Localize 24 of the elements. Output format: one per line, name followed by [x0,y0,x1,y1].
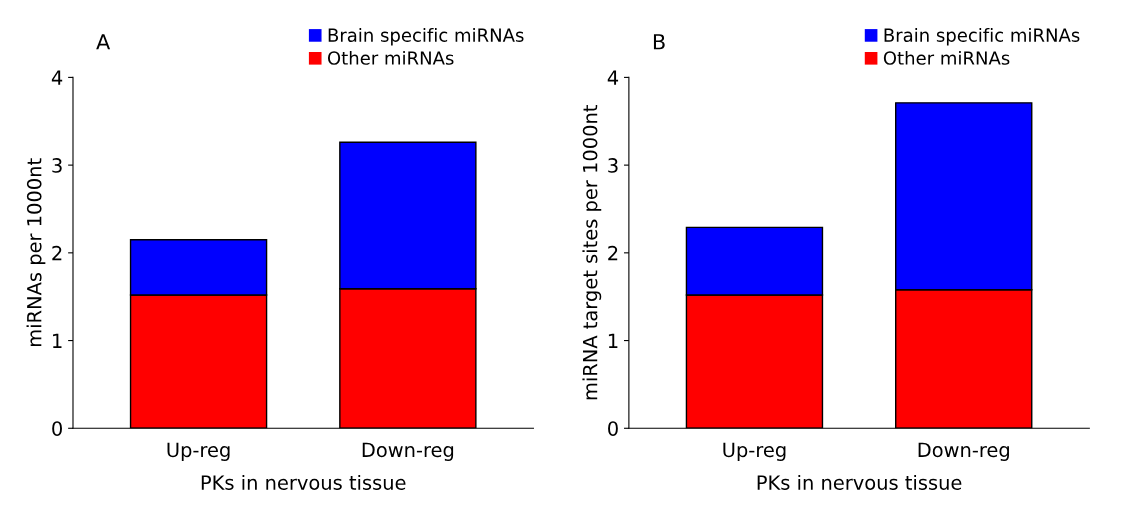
chart-title: A [96,34,111,50]
legend-label: Brain specific miRNAs [328,28,524,46]
y-tick-label: 2 [608,245,618,261]
y-tick-label: 2 [52,245,62,261]
x-tick-label: Down-reg [918,442,1009,461]
y-tick-label: 0 [608,421,618,436]
legend-label: Brain specific miRNAs [884,28,1080,46]
y-tick-label: 1 [608,333,618,348]
y-tick-label: 4 [607,70,619,85]
x-axis-title: PKs in nervous tissue [757,474,962,490]
x-tick-label: Up-reg [723,442,786,461]
y-axis-title: miRNAs per 1000nt [26,158,46,347]
legend-label: Other miRNAs [883,50,1010,65]
legend-label: Other miRNAs [327,50,454,65]
y-tick-label: 3 [52,158,62,173]
y-tick-label: 1 [53,333,62,348]
y-tick-label: 4 [51,70,63,85]
y-tick-label: 0 [52,421,62,436]
x-tick-label: Down-reg [362,442,454,461]
chart-title: B [653,34,665,50]
x-tick-label: Up-reg [167,442,230,461]
x-axis-title: PKs in nervous tissue [201,474,406,490]
y-axis-title: miRNA target sites per 1000nt [582,105,602,400]
y-tick-label: 3 [608,158,618,173]
